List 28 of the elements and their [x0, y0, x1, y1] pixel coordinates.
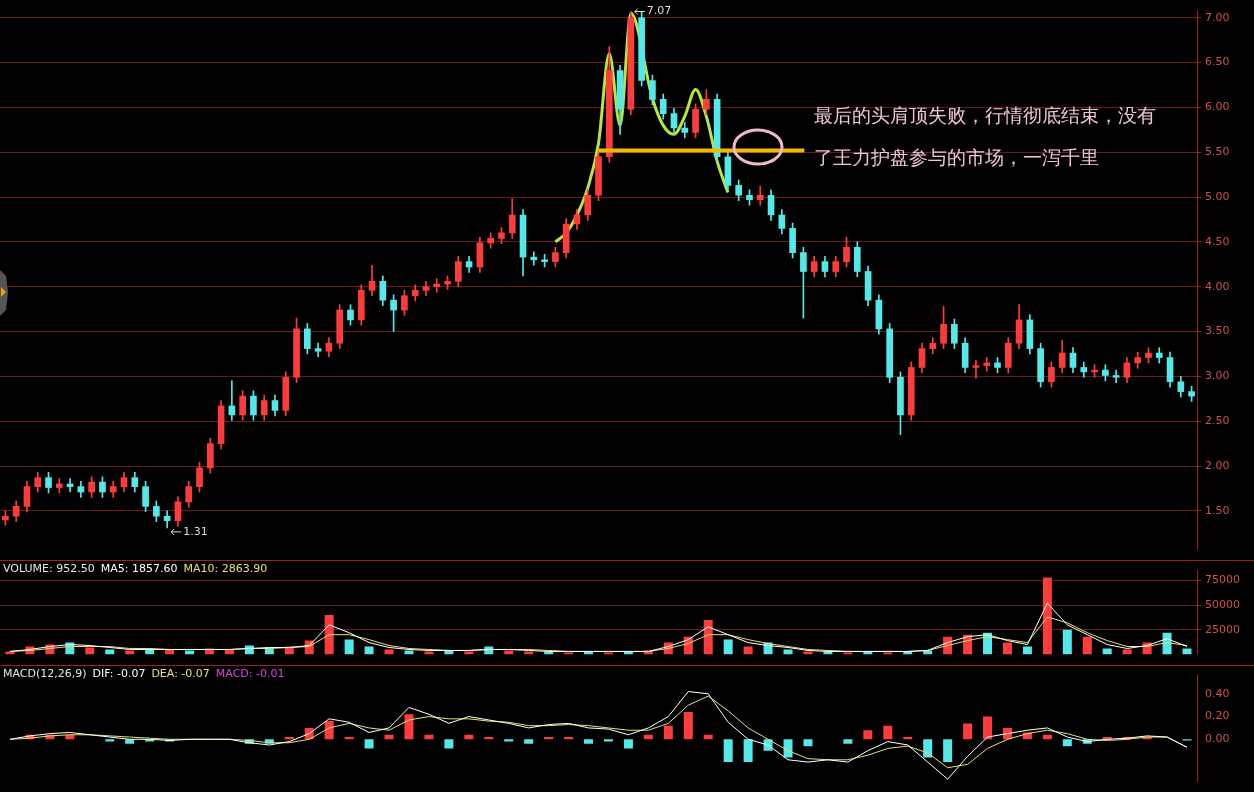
- y-tick-label: 1.50: [1205, 503, 1230, 517]
- y-tick-label: 4.50: [1205, 234, 1230, 248]
- y-tick-label: 0.00: [1205, 732, 1230, 746]
- y-tick-label: 2.50: [1205, 414, 1230, 428]
- y-tick-label: 5.00: [1205, 189, 1230, 203]
- y-tick-label: 4.00: [1205, 279, 1230, 293]
- annotation: 1.31: [183, 524, 208, 538]
- annotation: MACD: -0.01: [215, 666, 285, 680]
- y-tick-label: 0.40: [1205, 686, 1230, 700]
- y-tick-label: 0.20: [1205, 709, 1230, 723]
- text: MA10: 2863.90: [183, 561, 268, 575]
- chart-title: MACD(12,26,9): [3, 666, 87, 680]
- y-tick-label: 75000: [1205, 573, 1240, 587]
- y-tick-label: 5.50: [1205, 145, 1230, 159]
- annotation: 最后的头肩顶失败，行情彻底结束，没有了王力护盘参与的市场，一泻千里: [813, 103, 1156, 168]
- annotation: 7.07: [646, 4, 672, 18]
- y-tick-label: 3.50: [1205, 324, 1230, 338]
- y-tick-label: 2.00: [1205, 458, 1230, 472]
- y-tick-label: 6.00: [1205, 100, 1230, 114]
- y-tick-label: 6.50: [1205, 55, 1230, 69]
- y-tick-label: 3.00: [1205, 369, 1230, 383]
- y-tick-label: 7.00: [1205, 10, 1230, 24]
- text: MA5: 1857.60: [100, 561, 178, 575]
- chart-title: VOLUME: 952.50: [3, 561, 95, 575]
- y-tick-label: 50000: [1205, 597, 1240, 611]
- text: DEA: -0.07: [151, 666, 210, 680]
- y-tick-label: 25000: [1205, 622, 1240, 636]
- text: DIF: -0.07: [92, 666, 146, 680]
